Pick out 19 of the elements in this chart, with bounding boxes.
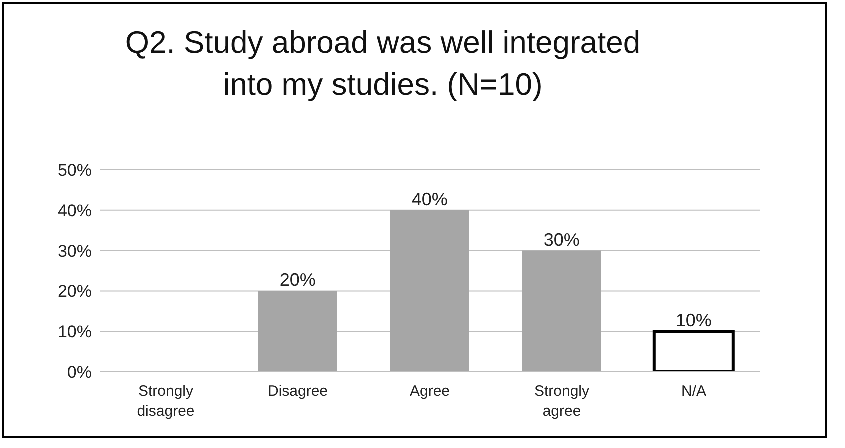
data-label: 20%	[280, 270, 316, 290]
chart-title: Q2. Study abroad was well integrated into my studies. (N=10)	[124, 24, 642, 104]
y-tick-label: 30%	[58, 242, 92, 261]
x-tick-label: Strongly disagree	[137, 383, 195, 420]
bar	[258, 291, 338, 372]
x-tick-label: Disagree	[268, 383, 328, 400]
x-tick-label: Agree	[410, 383, 450, 400]
y-tick-label: 40%	[58, 201, 92, 220]
y-tick-label: 10%	[58, 322, 92, 342]
y-tick-label: 0%	[67, 363, 92, 382]
data-label: 40%	[412, 189, 448, 210]
data-label: 10%	[676, 310, 712, 331]
data-label: 30%	[544, 230, 580, 250]
y-tick-label: 50%	[58, 161, 92, 180]
bar	[522, 250, 602, 372]
bar	[390, 210, 470, 372]
y-tick-label: 20%	[58, 282, 92, 302]
x-tick-label: Strongly agree	[534, 383, 590, 420]
x-tick-label: N/A	[681, 383, 707, 400]
